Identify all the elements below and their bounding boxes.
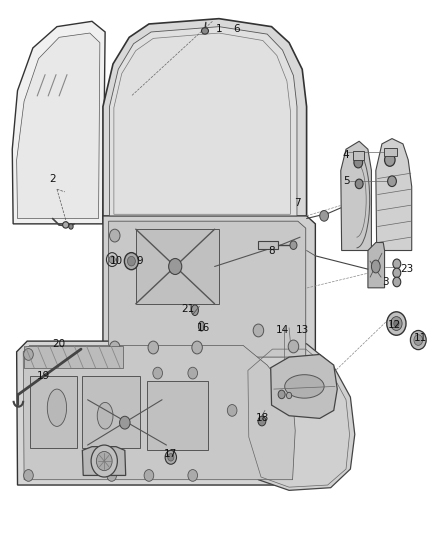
Text: 13: 13 (296, 326, 309, 335)
Polygon shape (244, 344, 355, 490)
Ellipse shape (97, 402, 113, 429)
Ellipse shape (120, 416, 130, 429)
Ellipse shape (127, 256, 135, 266)
Ellipse shape (388, 176, 396, 187)
Text: 9: 9 (137, 256, 144, 266)
Ellipse shape (410, 330, 426, 350)
Ellipse shape (69, 224, 73, 229)
Text: 16: 16 (197, 323, 210, 333)
Text: 18: 18 (256, 414, 269, 423)
Ellipse shape (253, 324, 264, 337)
Ellipse shape (393, 277, 401, 287)
Text: 2: 2 (49, 174, 56, 183)
Ellipse shape (285, 375, 324, 398)
Ellipse shape (144, 470, 154, 481)
Text: 20: 20 (53, 339, 66, 349)
Ellipse shape (414, 335, 423, 345)
Polygon shape (110, 27, 297, 216)
Ellipse shape (290, 241, 297, 249)
Polygon shape (353, 151, 364, 160)
Ellipse shape (355, 179, 363, 189)
Polygon shape (271, 354, 337, 418)
Ellipse shape (91, 445, 117, 477)
Polygon shape (258, 241, 278, 249)
Ellipse shape (153, 367, 162, 379)
Text: 6: 6 (233, 25, 240, 34)
Ellipse shape (354, 157, 363, 168)
Ellipse shape (109, 256, 115, 263)
Polygon shape (109, 221, 306, 357)
Ellipse shape (188, 367, 198, 379)
Text: 23: 23 (401, 264, 414, 274)
Polygon shape (368, 243, 385, 288)
Ellipse shape (124, 253, 138, 270)
Ellipse shape (165, 450, 177, 464)
Ellipse shape (107, 470, 117, 481)
Polygon shape (30, 376, 77, 448)
Text: 14: 14 (276, 326, 289, 335)
Ellipse shape (110, 341, 120, 354)
Ellipse shape (393, 268, 401, 278)
Polygon shape (82, 376, 140, 448)
Text: 5: 5 (343, 176, 350, 186)
Ellipse shape (371, 260, 380, 273)
Ellipse shape (47, 389, 67, 426)
Ellipse shape (387, 312, 406, 335)
Polygon shape (376, 139, 412, 251)
Text: 1: 1 (215, 25, 223, 34)
Ellipse shape (96, 451, 112, 471)
Ellipse shape (227, 405, 237, 416)
Ellipse shape (148, 341, 159, 354)
Ellipse shape (286, 392, 292, 399)
Polygon shape (17, 341, 301, 485)
Text: 7: 7 (294, 198, 301, 207)
Ellipse shape (393, 259, 401, 269)
Ellipse shape (192, 341, 202, 354)
Polygon shape (384, 148, 397, 156)
Ellipse shape (168, 454, 174, 461)
Text: 8: 8 (268, 246, 275, 255)
Polygon shape (12, 21, 105, 224)
Text: 17: 17 (164, 449, 177, 459)
Ellipse shape (188, 470, 198, 481)
Ellipse shape (394, 320, 399, 327)
Text: 11: 11 (414, 334, 427, 343)
Ellipse shape (24, 470, 33, 481)
Polygon shape (147, 381, 208, 450)
Text: 12: 12 (388, 320, 401, 330)
Ellipse shape (258, 416, 266, 426)
Ellipse shape (198, 321, 205, 331)
Ellipse shape (191, 305, 198, 316)
Text: 4: 4 (343, 150, 350, 159)
Polygon shape (24, 346, 123, 368)
Ellipse shape (288, 340, 299, 353)
Polygon shape (136, 229, 219, 304)
Ellipse shape (169, 259, 182, 274)
Polygon shape (23, 345, 295, 480)
Ellipse shape (320, 211, 328, 221)
Text: 19: 19 (37, 371, 50, 381)
Polygon shape (103, 216, 315, 362)
Text: 10: 10 (110, 256, 123, 266)
Ellipse shape (63, 222, 69, 228)
Text: 3: 3 (382, 278, 389, 287)
Polygon shape (17, 33, 100, 219)
Polygon shape (103, 19, 307, 219)
Polygon shape (341, 141, 371, 251)
Ellipse shape (201, 28, 208, 34)
Ellipse shape (278, 390, 285, 399)
Polygon shape (82, 447, 126, 475)
Ellipse shape (385, 154, 395, 166)
Text: 21: 21 (182, 304, 195, 314)
Ellipse shape (110, 229, 120, 242)
Ellipse shape (391, 317, 402, 330)
Ellipse shape (24, 349, 33, 360)
